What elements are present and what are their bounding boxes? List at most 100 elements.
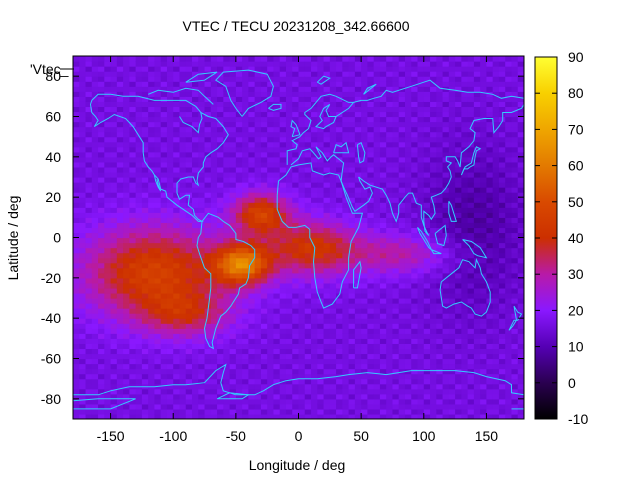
- heat-cell: [248, 141, 256, 148]
- heat-cell: [292, 192, 300, 198]
- heat-cell: [148, 277, 156, 284]
- heat-cell: [461, 156, 469, 163]
- heat-cell: [154, 303, 162, 309]
- heat-cell: [242, 111, 249, 118]
- heat-cell: [373, 76, 381, 82]
- heat-cell: [248, 393, 256, 400]
- heat-cell: [179, 257, 187, 264]
- heat-cell: [455, 166, 462, 173]
- heat-cell: [223, 292, 231, 299]
- heat-cell: [505, 333, 513, 339]
- heat-cell: [154, 156, 162, 163]
- heat-cell: [273, 413, 281, 419]
- heat-cell: [135, 267, 143, 274]
- heat-cell: [398, 393, 406, 400]
- heat-cell: [110, 358, 118, 365]
- heat-cell: [285, 413, 293, 419]
- heat-cell: [461, 348, 469, 355]
- heat-cell: [361, 207, 368, 213]
- heat-cell: [304, 66, 312, 72]
- heat-cell: [179, 298, 187, 304]
- heat-cell: [348, 287, 356, 294]
- heat-cell: [179, 116, 187, 123]
- heat-cell: [448, 257, 456, 264]
- heat-cell: [430, 101, 437, 108]
- heat-cell: [116, 368, 124, 375]
- heat-cell: [229, 71, 237, 77]
- heat-cell: [455, 111, 462, 118]
- heat-cell: [254, 368, 262, 375]
- heat-cell: [442, 61, 450, 67]
- heat-cell: [91, 187, 99, 193]
- heat-cell: [329, 207, 337, 213]
- heat-cell: [292, 262, 300, 269]
- heat-cell: [110, 66, 118, 72]
- heat-cell: [430, 378, 437, 385]
- heat-cell: [204, 282, 212, 289]
- heat-cell: [467, 277, 475, 284]
- heat-cell: [304, 298, 312, 304]
- heat-cell: [498, 313, 506, 319]
- heat-cell: [217, 96, 224, 102]
- heat-cell: [492, 333, 500, 339]
- heat-cell: [116, 61, 124, 67]
- heat-cell: [455, 197, 462, 203]
- heat-cell: [498, 177, 506, 183]
- heat-cell: [285, 227, 293, 234]
- heat-cell: [342, 338, 350, 344]
- heat-cell: [311, 242, 318, 249]
- heat-cell: [173, 303, 181, 309]
- heat-cell: [492, 267, 500, 274]
- heat-cell: [254, 383, 262, 390]
- heat-cell: [73, 313, 80, 319]
- heat-cell: [160, 177, 168, 183]
- heat-cell: [417, 363, 425, 370]
- heat-cell: [185, 383, 193, 390]
- heat-cell: [267, 71, 275, 77]
- heat-cell: [461, 86, 469, 92]
- heat-cell: [317, 343, 325, 350]
- heat-cell: [379, 217, 387, 223]
- heat-cell: [386, 141, 394, 148]
- heat-cell: [248, 86, 256, 92]
- heat-cell: [354, 56, 362, 62]
- heat-cell: [480, 393, 488, 400]
- heat-cell: [254, 207, 262, 213]
- heat-cell: [348, 353, 356, 360]
- heat-cell: [285, 171, 293, 178]
- heat-cell: [292, 363, 300, 370]
- heat-cell: [135, 131, 143, 138]
- heat-cell: [423, 141, 431, 148]
- heat-cell: [229, 247, 237, 254]
- heat-cell: [292, 308, 300, 314]
- heat-cell: [185, 61, 193, 67]
- heat-cell: [329, 86, 337, 92]
- heat-cell: [342, 287, 350, 294]
- heat-cell: [298, 292, 306, 299]
- heat-cell: [480, 323, 488, 329]
- heat-cell: [342, 61, 350, 67]
- heat-cell: [198, 333, 206, 339]
- heat-cell: [242, 66, 249, 72]
- heat-cell: [404, 237, 412, 244]
- heat-cell: [373, 171, 381, 178]
- heat-cell: [185, 267, 193, 274]
- heat-cell: [467, 308, 475, 314]
- heat-cell: [267, 388, 275, 395]
- heat-cell: [311, 277, 318, 284]
- heat-cell: [79, 358, 87, 365]
- heat-cell: [480, 388, 488, 395]
- heat-cell: [267, 166, 275, 173]
- heat-cell: [160, 66, 168, 72]
- heat-cell: [411, 242, 419, 249]
- heat-cell: [304, 292, 312, 299]
- heat-cell: [367, 328, 375, 334]
- heat-cell: [154, 252, 162, 259]
- heat-cell: [430, 131, 437, 138]
- heat-cell: [73, 282, 80, 289]
- heat-cell: [248, 61, 256, 67]
- heat-cell: [160, 303, 168, 309]
- heat-cell: [323, 257, 331, 264]
- heat-cell: [123, 202, 130, 208]
- heat-cell: [273, 313, 281, 319]
